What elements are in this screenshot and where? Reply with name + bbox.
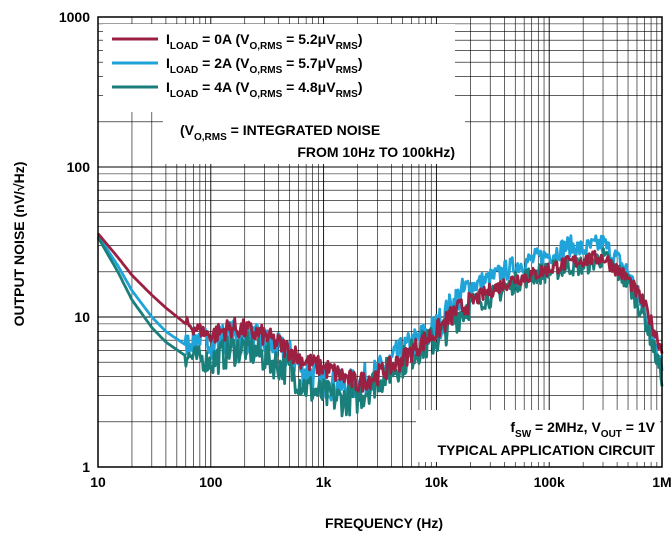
y-tick-label: 10	[74, 309, 90, 325]
x-tick-label: 100k	[534, 474, 565, 490]
x-tick-label: 10	[90, 474, 106, 490]
legend-label: ILOAD = 2A (VO,RMS = 5.7μVRMS)	[166, 55, 362, 76]
y-axis-title: OUTPUT NOISE (nV/√Hz)	[11, 162, 27, 327]
y-tick-label: 1	[82, 459, 90, 475]
integrated-noise-note: (VO,RMS = INTEGRATED NOISE FROM 10Hz TO …	[163, 112, 465, 164]
note-background	[163, 112, 465, 164]
legend-label: ILOAD = 0A (VO,RMS = 5.2μVRMS)	[166, 31, 362, 52]
series-line	[96, 232, 664, 393]
series-line	[96, 234, 664, 403]
series-line	[96, 236, 664, 418]
note-line-1: (VO,RMS = INTEGRATED NOISE	[180, 122, 380, 143]
legend-label: ILOAD = 4A (VO,RMS = 4.8μVRMS)	[166, 79, 362, 100]
conditions-line-1: fSW = 2MHz, VOUT = 1V	[510, 419, 655, 440]
conditions-background	[416, 410, 660, 462]
legend-background	[103, 24, 455, 112]
note-line-2: FROM 10Hz TO 100kHz)	[297, 144, 455, 160]
x-tick-label: 1k	[316, 474, 332, 490]
series-lines	[96, 232, 664, 418]
x-axis-title: FREQUENCY (Hz)	[325, 515, 443, 531]
conditions-note: fSW = 2MHz, VOUT = 1V TYPICAL APPLICATIO…	[416, 410, 660, 462]
x-tick-label: 1M	[652, 474, 671, 490]
conditions-line-2: TYPICAL APPLICATION CIRCUIT	[437, 442, 655, 458]
x-tick-label: 10k	[425, 474, 449, 490]
legend: ILOAD = 0A (VO,RMS = 5.2μVRMS) ILOAD = 2A…	[103, 24, 455, 112]
plot-frame	[97, 16, 663, 468]
y-tick-label: 100	[67, 159, 91, 175]
x-tick-label: 100	[199, 474, 223, 490]
y-tick-label: 1000	[59, 9, 90, 25]
